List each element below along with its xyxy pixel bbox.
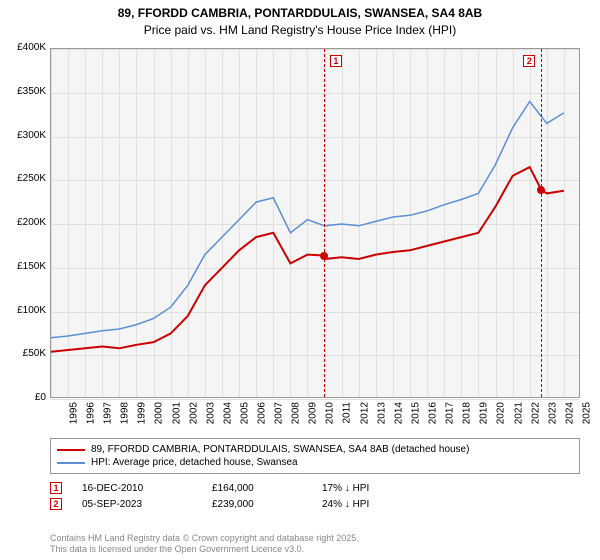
legend-block: 89, FFORDD CAMBRIA, PONTARDDULAIS, SWANS… — [50, 438, 580, 512]
transaction-delta: 24% ↓ HPI — [322, 499, 369, 510]
x-axis-tick-label: 2001 — [171, 402, 182, 424]
x-axis-tick-label: 2021 — [513, 402, 524, 424]
x-axis-tick-label: 2024 — [564, 402, 575, 424]
x-axis-tick-label: 1996 — [85, 402, 96, 424]
x-axis-tick-label: 2022 — [530, 402, 541, 424]
x-axis-tick-label: 2019 — [479, 402, 490, 424]
x-axis-tick-label: 2009 — [308, 402, 319, 424]
x-axis-tick-label: 2000 — [154, 402, 165, 424]
x-axis-tick-label: 1997 — [102, 402, 113, 424]
marker-label-1: 1 — [330, 55, 342, 67]
marker-dot-2 — [537, 186, 545, 194]
x-axis-tick-label: 2008 — [291, 402, 302, 424]
legend-row-price-paid: 89, FFORDD CAMBRIA, PONTARDDULAIS, SWANS… — [57, 443, 573, 456]
x-axis-tick-label: 2017 — [444, 402, 455, 424]
transaction-price: £164,000 — [212, 483, 302, 494]
x-axis-tick-label: 2016 — [427, 402, 438, 424]
footer-line2: This data is licensed under the Open Gov… — [50, 544, 359, 556]
x-axis-tick-label: 2014 — [393, 402, 404, 424]
legend-swatch-hpi — [57, 462, 85, 464]
x-axis-tick-label: 2013 — [376, 402, 387, 424]
transaction-date: 16-DEC-2010 — [82, 483, 192, 494]
legend-label-hpi: HPI: Average price, detached house, Swan… — [91, 457, 298, 468]
x-axis-tick-label: 2003 — [205, 402, 216, 424]
footer-attribution: Contains HM Land Registry data © Crown c… — [50, 533, 359, 556]
x-axis-tick-label: 2012 — [359, 402, 370, 424]
transaction-marker: 1 — [50, 482, 62, 494]
footer-line1: Contains HM Land Registry data © Crown c… — [50, 533, 359, 545]
x-axis-tick-label: 2010 — [325, 402, 336, 424]
marker-dot-1 — [320, 252, 328, 260]
transaction-delta: 17% ↓ HPI — [322, 483, 369, 494]
series-line-price_paid — [51, 167, 564, 352]
y-axis-tick-label: £100K — [2, 305, 46, 316]
x-axis-tick-label: 2007 — [273, 402, 284, 424]
x-axis-tick-label: 2015 — [410, 402, 421, 424]
x-axis-tick-label: 1998 — [120, 402, 131, 424]
y-axis-tick-label: £300K — [2, 130, 46, 141]
y-axis-tick-label: £250K — [2, 173, 46, 184]
transaction-marker: 2 — [50, 498, 62, 510]
y-axis-tick-label: £350K — [2, 86, 46, 97]
transaction-table: 1 16-DEC-2010 £164,000 17% ↓ HPI 2 05-SEP-202… — [50, 480, 580, 512]
legend-box: 89, FFORDD CAMBRIA, PONTARDDULAIS, SWANS… — [50, 438, 580, 474]
legend-row-hpi: HPI: Average price, detached house, Swan… — [57, 456, 573, 469]
x-axis-tick-label: 2023 — [547, 402, 558, 424]
transaction-row: 1 16-DEC-2010 £164,000 17% ↓ HPI — [50, 480, 580, 496]
y-axis-tick-label: £200K — [2, 217, 46, 228]
x-axis-tick-label: 2004 — [222, 402, 233, 424]
x-axis-tick-label: 1999 — [137, 402, 148, 424]
y-axis-tick-label: £50K — [2, 348, 46, 359]
x-axis-tick-label: 2011 — [341, 402, 352, 424]
line-layer — [51, 49, 579, 397]
x-axis-tick-label: 2018 — [461, 402, 472, 424]
chart-container: 89, FFORDD CAMBRIA, PONTARDDULAIS, SWANS… — [0, 0, 600, 560]
x-axis-tick-label: 2006 — [256, 402, 267, 424]
transaction-date: 05-SEP-2023 — [82, 499, 192, 510]
x-axis-tick-label: 2020 — [496, 402, 507, 424]
x-axis-tick-label: 2002 — [188, 402, 199, 424]
x-axis-tick-label: 1995 — [68, 402, 79, 424]
plot-area: 12 — [50, 48, 580, 398]
marker-vline-2 — [541, 49, 542, 397]
chart-title-line1: 89, FFORDD CAMBRIA, PONTARDDULAIS, SWANS… — [0, 0, 600, 22]
y-axis-tick-label: £0 — [2, 392, 46, 403]
marker-label-2: 2 — [523, 55, 535, 67]
y-axis-tick-label: £400K — [2, 42, 46, 53]
x-axis-tick-label: 2005 — [239, 402, 250, 424]
legend-swatch-price-paid — [57, 449, 85, 451]
marker-vline-1 — [324, 49, 325, 397]
transaction-price: £239,000 — [212, 499, 302, 510]
legend-label-price-paid: 89, FFORDD CAMBRIA, PONTARDDULAIS, SWANS… — [91, 444, 469, 455]
x-axis-tick-label: 2025 — [581, 402, 592, 424]
y-axis-tick-label: £150K — [2, 261, 46, 272]
transaction-row: 2 05-SEP-2023 £239,000 24% ↓ HPI — [50, 496, 580, 512]
chart-title-line2: Price paid vs. HM Land Registry's House … — [0, 22, 600, 37]
